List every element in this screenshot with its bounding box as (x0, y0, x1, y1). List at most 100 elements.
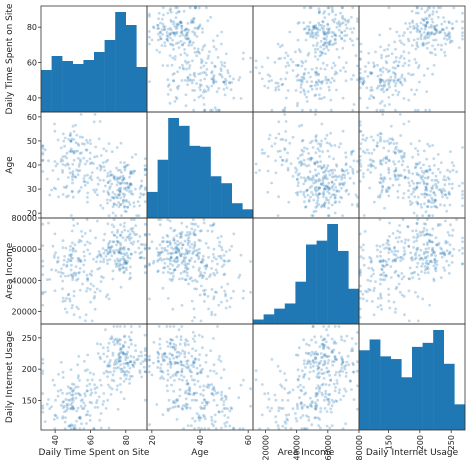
scatter-point (299, 383, 302, 387)
scatter-point (430, 186, 434, 190)
scatter-point (313, 55, 317, 58)
scatter-point (222, 259, 226, 262)
scatter-point (424, 108, 428, 112)
scatter-point (422, 242, 426, 246)
scatter-point (442, 250, 445, 254)
scatter-point (331, 171, 335, 175)
scatter-point (216, 391, 220, 395)
scatter-point (330, 35, 334, 38)
scatter-point (200, 427, 203, 431)
scatter-point (414, 108, 417, 112)
scatter-point (192, 365, 196, 369)
scatter-point (419, 175, 423, 179)
scatter-point (426, 250, 430, 254)
scatter-point (205, 403, 209, 406)
scatter-point (220, 393, 223, 397)
scatter-point (71, 162, 75, 166)
scatter-point (69, 259, 73, 262)
scatter-point (432, 191, 436, 194)
scatter-point (76, 156, 80, 160)
scatter-point (302, 374, 306, 378)
scatter-point (419, 203, 423, 206)
scatter-point (195, 50, 199, 54)
scatter-point (168, 219, 172, 223)
scatter-point (129, 265, 132, 269)
scatter-point (175, 351, 179, 354)
scatter-point (111, 277, 115, 281)
scatter-point (41, 303, 45, 307)
scatter-point (327, 30, 330, 33)
scatter-point (415, 88, 419, 92)
scatter-point (402, 43, 406, 46)
scatter-point (118, 352, 121, 356)
scatter-point (321, 178, 325, 182)
scatter-point (425, 169, 429, 172)
histogram-bar (178, 125, 190, 218)
y-axis-label: Area Income (5, 242, 15, 299)
scatter-point (56, 259, 60, 263)
scatter-point (123, 228, 127, 232)
scatter-point (71, 396, 75, 400)
scatter-point (63, 136, 67, 140)
scatter-point (310, 214, 314, 217)
scatter-point (199, 370, 202, 374)
scatter-point (351, 361, 355, 365)
scatter-point (378, 78, 382, 82)
scatter-point (299, 388, 303, 392)
scatter-point (88, 272, 92, 276)
scatter-point (216, 236, 220, 240)
scatter-point (407, 244, 411, 248)
scatter-point (169, 360, 172, 364)
scatter-point (138, 195, 142, 199)
scatter-point (89, 282, 93, 286)
scatter-point (461, 31, 464, 35)
scatter-point (118, 181, 122, 185)
scatter-point (315, 174, 319, 178)
scatter-point (389, 276, 393, 279)
scatter-point (198, 83, 202, 87)
scatter-point (320, 26, 324, 30)
scatter-point (303, 372, 307, 376)
scatter-point (174, 344, 178, 347)
scatter-point (92, 427, 96, 431)
scatter-point (407, 169, 411, 172)
scatter-point (333, 17, 337, 21)
scatter-point (379, 101, 382, 105)
scatter-point (379, 138, 382, 141)
scatter-point (330, 30, 334, 34)
scatter-point (110, 337, 114, 340)
scatter-point (422, 182, 426, 186)
scatter-point (185, 225, 189, 229)
scatter-point (135, 233, 139, 236)
scatter-point (166, 85, 170, 88)
scatter-point (119, 338, 122, 342)
scatter-point (180, 24, 183, 28)
scatter-point (319, 50, 322, 54)
scatter-point (311, 35, 315, 39)
scatter-point (310, 405, 314, 408)
scatter-point (314, 360, 318, 364)
scatter-point (305, 342, 308, 346)
scatter-point (41, 404, 45, 408)
scatter-point (371, 88, 374, 92)
scatter-point (317, 79, 321, 82)
scatter-point (326, 398, 330, 402)
scatter-point (75, 278, 78, 282)
scatter-point (242, 289, 245, 293)
scatter-point (422, 18, 426, 22)
scatter-point (130, 331, 133, 334)
scatter-point (41, 244, 45, 248)
scatter-point (320, 204, 324, 207)
scatter-point (228, 305, 232, 309)
scatter-point (311, 176, 315, 180)
scatter-point (128, 232, 132, 236)
scatter-point (325, 185, 329, 189)
scatter-point (318, 361, 321, 365)
scatter-point (106, 262, 109, 265)
scatter-point (430, 233, 434, 237)
scatter-point (442, 37, 446, 40)
x-tick-label: 40000 (293, 435, 302, 460)
scatter-point (314, 193, 318, 196)
scatter-point (319, 352, 323, 355)
scatter-point (279, 383, 282, 387)
